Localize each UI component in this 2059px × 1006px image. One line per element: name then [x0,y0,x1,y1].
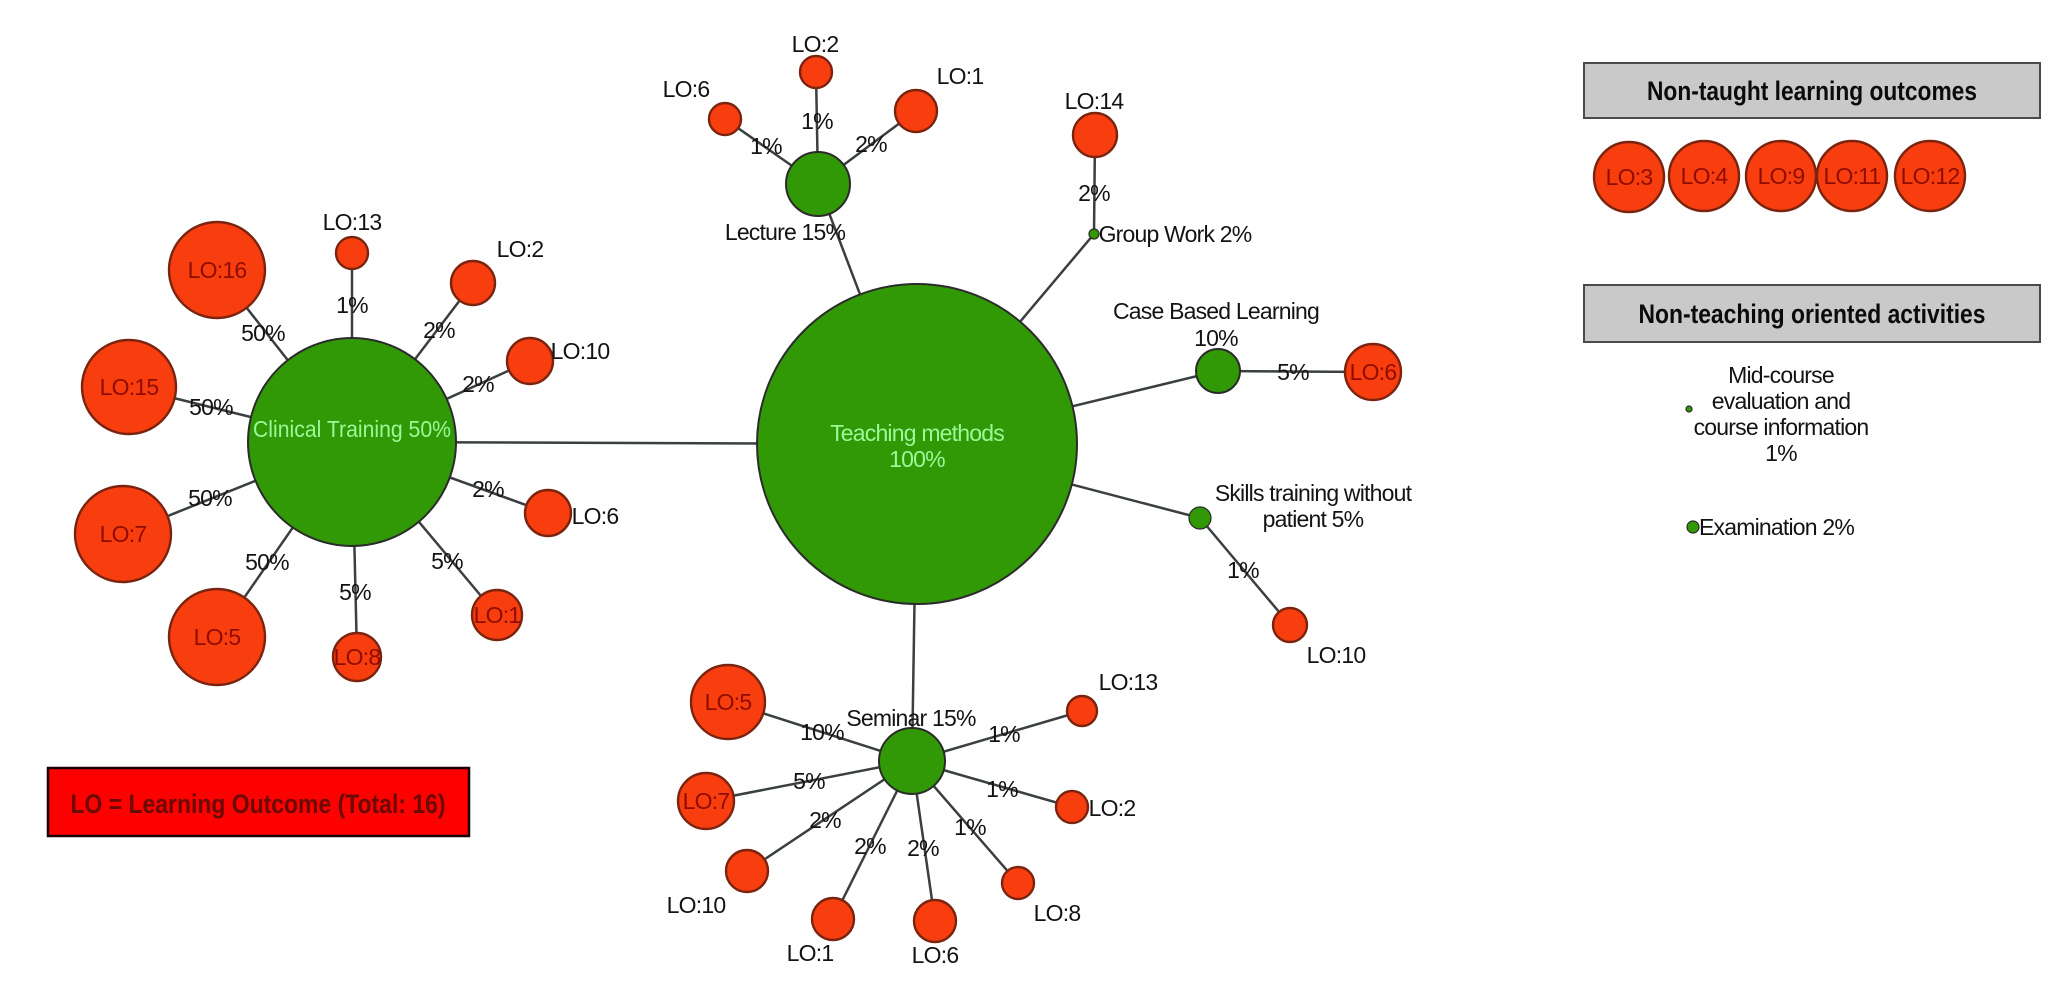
svg-text:Lecture 15%: Lecture 15% [725,219,846,245]
svg-text:LO:14: LO:14 [1065,88,1125,114]
svg-text:LO:7: LO:7 [683,788,730,814]
svg-text:Mid-course: Mid-course [1728,362,1834,388]
svg-text:Clinical Training 50%: Clinical Training 50% [253,416,451,442]
svg-text:LO:8: LO:8 [1034,900,1081,926]
svg-text:LO:1: LO:1 [787,940,834,966]
svg-text:5%: 5% [431,548,463,574]
svg-text:10%: 10% [1194,325,1238,351]
svg-text:LO:3: LO:3 [1606,164,1653,190]
svg-text:2%: 2% [907,835,939,861]
svg-text:LO:10: LO:10 [667,892,726,918]
svg-text:LO:4: LO:4 [1681,163,1729,189]
svg-text:5%: 5% [1277,359,1309,385]
svg-text:50%: 50% [189,394,233,420]
svg-text:LO:1: LO:1 [474,602,521,628]
svg-text:50%: 50% [245,549,289,575]
svg-text:course information: course information [1694,414,1869,440]
svg-text:LO:11: LO:11 [1824,163,1881,189]
svg-text:10%: 10% [800,719,844,745]
svg-text:5%: 5% [793,768,825,794]
svg-text:LO:5: LO:5 [194,624,241,650]
svg-text:1%: 1% [954,814,986,840]
svg-text:Skills training without: Skills training without [1215,480,1413,506]
svg-text:LO:6: LO:6 [912,942,959,968]
svg-text:1%: 1% [988,721,1020,747]
svg-text:1%: 1% [336,292,368,318]
svg-text:1%: 1% [1227,557,1259,583]
svg-text:LO:13: LO:13 [323,209,382,235]
svg-text:LO:15: LO:15 [100,374,159,400]
svg-text:2%: 2% [472,476,504,502]
svg-text:Non-taught learning outcomes: Non-taught learning outcomes [1647,76,1977,106]
svg-text:50%: 50% [188,485,232,511]
svg-text:LO = Learning Outcome (Total:: LO = Learning Outcome (Total: 16) [71,789,446,819]
svg-text:evaluation and: evaluation and [1712,388,1850,414]
svg-text:Group Work 2%: Group Work 2% [1099,221,1252,247]
svg-text:1%: 1% [801,108,833,134]
svg-text:LO:12: LO:12 [1901,163,1960,189]
svg-text:5%: 5% [339,579,371,605]
svg-text:LO:10: LO:10 [551,338,610,364]
svg-text:LO:16: LO:16 [188,257,247,283]
svg-text:LO:2: LO:2 [792,31,839,57]
svg-text:Examination 2%: Examination 2% [1699,514,1854,540]
svg-text:100%: 100% [889,446,945,472]
svg-text:Seminar 15%: Seminar 15% [846,705,976,731]
svg-text:LO:9: LO:9 [1758,163,1805,189]
svg-text:LO:5: LO:5 [705,689,752,715]
svg-text:2%: 2% [854,833,886,859]
svg-text:Non-teaching oriented activiti: Non-teaching oriented activities [1639,299,1986,329]
svg-text:LO:1: LO:1 [937,63,984,89]
svg-text:Case Based Learning: Case Based Learning [1113,298,1319,324]
svg-text:Teaching methods: Teaching methods [830,420,1004,446]
svg-text:LO:6: LO:6 [663,76,710,102]
svg-text:1%: 1% [986,776,1018,802]
svg-text:patient 5%: patient 5% [1263,506,1364,532]
svg-text:2%: 2% [423,317,455,343]
svg-text:2%: 2% [1078,180,1110,206]
svg-text:1%: 1% [1765,440,1797,466]
svg-text:LO:7: LO:7 [100,521,147,547]
svg-text:2%: 2% [462,371,494,397]
svg-text:2%: 2% [855,131,887,157]
svg-text:50%: 50% [241,320,285,346]
svg-text:1%: 1% [750,133,782,159]
svg-text:LO:2: LO:2 [1089,795,1136,821]
svg-text:2%: 2% [809,807,841,833]
svg-text:LO:6: LO:6 [1350,359,1397,385]
svg-text:LO:2: LO:2 [497,236,544,262]
svg-text:LO:13: LO:13 [1099,669,1158,695]
svg-text:LO:10: LO:10 [1307,642,1366,668]
svg-text:LO:6: LO:6 [572,503,619,529]
svg-text:LO:8: LO:8 [334,644,381,670]
